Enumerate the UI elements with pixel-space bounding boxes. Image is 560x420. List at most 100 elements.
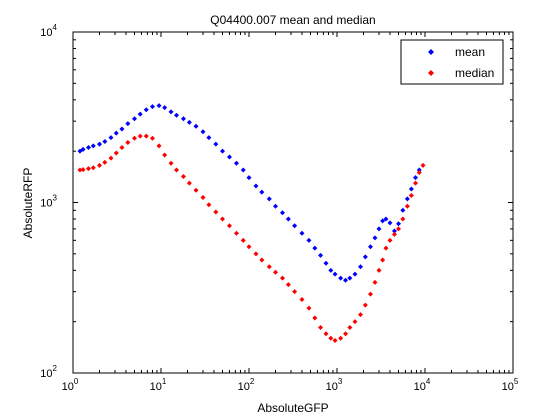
- data-point-mean: [226, 154, 232, 160]
- data-point-median: [80, 167, 86, 173]
- data-point-median: [200, 194, 206, 200]
- data-point-mean: [383, 216, 389, 222]
- data-point-median: [132, 135, 138, 141]
- data-point-median: [347, 324, 353, 330]
- data-point-median: [332, 338, 338, 344]
- data-point-mean: [200, 129, 206, 135]
- data-point-median: [113, 150, 119, 156]
- data-point-mean: [380, 218, 386, 224]
- data-point-median: [404, 203, 410, 209]
- data-point-mean: [143, 107, 149, 113]
- data-point-mean: [80, 146, 86, 152]
- data-point-median: [343, 331, 349, 337]
- x-tick-label: 102: [238, 377, 255, 393]
- data-point-mean: [85, 145, 91, 151]
- y-axis-label: AbsoluteRFP: [21, 168, 35, 239]
- data-point-median: [220, 216, 226, 222]
- data-point-mean: [102, 138, 108, 144]
- x-tick-label: 103: [326, 377, 343, 393]
- data-point-mean: [137, 111, 143, 117]
- data-point-median: [162, 152, 168, 158]
- data-point-median: [102, 159, 108, 165]
- data-point-mean: [352, 271, 358, 277]
- plot-area: [72, 31, 514, 374]
- data-point-mean: [108, 135, 114, 141]
- axis-ticks: [72, 32, 513, 374]
- data-point-median: [193, 187, 199, 193]
- data-point-mean: [328, 267, 334, 273]
- data-point-mean: [233, 160, 239, 166]
- data-point-median: [108, 155, 114, 161]
- data-point-mean: [400, 207, 406, 213]
- x-tick-label: 104: [414, 377, 431, 393]
- data-point-mean: [332, 271, 338, 277]
- data-point-median: [306, 305, 312, 311]
- data-point-median: [149, 135, 155, 141]
- data-point-mean: [186, 119, 192, 125]
- data-point-median: [156, 143, 162, 149]
- data-point-median: [173, 167, 179, 173]
- data-point-mean: [213, 141, 219, 147]
- data-point-mean: [358, 264, 364, 270]
- data-point-mean: [156, 103, 162, 109]
- data-point-mean: [306, 237, 312, 243]
- data-point-median: [233, 230, 239, 236]
- data-point-mean: [387, 220, 393, 226]
- data-point-mean: [338, 275, 344, 281]
- data-point-mean: [299, 230, 305, 236]
- data-point-mean: [391, 228, 397, 234]
- data-point-mean: [266, 196, 272, 202]
- data-point-mean: [292, 223, 298, 229]
- data-point-median: [143, 133, 149, 139]
- data-point-median: [186, 180, 192, 186]
- data-point-mean: [253, 183, 259, 189]
- data-point-mean: [272, 203, 278, 209]
- data-point-median: [380, 257, 386, 263]
- data-point-mean: [376, 226, 382, 232]
- data-point-median: [137, 133, 143, 139]
- data-point-mean: [113, 130, 119, 136]
- data-point-median: [226, 223, 232, 229]
- chart-title: Q04400.007 mean and median: [210, 13, 375, 27]
- data-point-median: [279, 275, 285, 281]
- data-point-median: [272, 269, 278, 275]
- data-point-mean: [404, 196, 410, 202]
- data-point-median: [96, 162, 102, 168]
- data-point-mean: [180, 116, 186, 122]
- data-point-mean: [149, 104, 155, 110]
- data-point-median: [206, 202, 212, 208]
- data-point-median: [240, 237, 246, 243]
- data-point-median: [253, 251, 259, 257]
- data-point-median: [119, 145, 125, 151]
- data-point-median: [420, 162, 426, 168]
- data-point-median: [372, 279, 378, 285]
- data-point-mean: [347, 275, 353, 281]
- x-tick-label: 105: [502, 377, 519, 393]
- data-point-mean: [125, 121, 131, 127]
- data-point-median: [125, 139, 131, 145]
- data-point-mean: [372, 235, 378, 241]
- data-point-median: [358, 312, 364, 318]
- data-point-median: [180, 174, 186, 180]
- data-point-median: [328, 335, 334, 341]
- data-point-median: [85, 166, 91, 172]
- data-point-mean: [413, 175, 419, 181]
- data-point-mean: [246, 175, 252, 181]
- data-point-mean: [132, 116, 138, 122]
- data-point-mean: [312, 245, 318, 251]
- data-point-median: [387, 237, 393, 243]
- data-point-mean: [206, 135, 212, 141]
- data-point-median: [408, 192, 414, 198]
- legend-marker-mean: [428, 49, 434, 55]
- data-point-mean: [323, 260, 329, 266]
- data-point-mean: [408, 186, 414, 192]
- data-point-median: [413, 180, 419, 186]
- data-point-median: [213, 209, 219, 215]
- data-point-median: [285, 282, 291, 288]
- data-point-median: [400, 216, 406, 222]
- y-tick-label: 104: [40, 23, 57, 39]
- data-point-median: [246, 244, 252, 250]
- data-point-mean: [285, 216, 291, 222]
- data-point-median: [416, 169, 422, 175]
